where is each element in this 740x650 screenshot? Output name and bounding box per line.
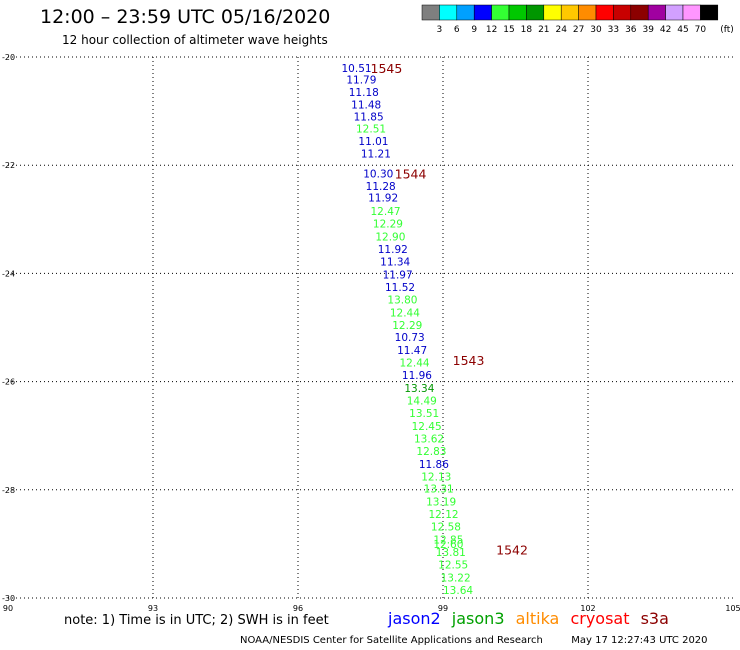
wave-height-point: 12.85 [433,535,463,547]
wave-height-point: 12.13 [421,471,451,483]
wave-height-point: 13.19 [426,497,456,509]
wave-height-point: 12.58 [431,522,461,534]
wave-height-point: 11.52 [385,282,415,294]
y-tick-label: -24 [2,269,15,278]
wave-height-point: 11.85 [354,112,384,124]
wave-height-point: 10.30 [363,168,393,180]
x-tick-label: 99 [438,604,448,612]
credit-line: NOAA/NESDIS Center for Satellite Applica… [240,635,708,646]
x-tick-label: 105 [725,604,740,612]
sat-cryosat: cryosat [570,609,630,628]
y-tick-label: -30 [2,594,15,603]
orbit-label: 1543 [453,353,485,368]
wave-height-point: 11.47 [397,345,427,357]
sat-jason3: jason3 [451,609,505,628]
legend-swatch [700,4,719,21]
wave-height-point: 12.51 [356,123,386,135]
legend-unit: (ft) [720,25,734,35]
wave-height-point: 14.49 [407,396,437,408]
legend-label: 18 [521,25,533,35]
credit-timestamp: May 17 12:27:43 UTC 2020 [571,635,708,646]
wave-height-point: 13.64 [443,585,473,597]
legend-label: 45 [677,25,688,35]
x-tick-label: 102 [580,604,595,612]
x-tick-label: 96 [293,604,303,612]
wave-height-point: 12.55 [438,559,468,571]
y-tick-label: -20 [2,53,15,62]
legend-label: 36 [625,25,637,35]
wave-height-point: 11.96 [402,370,432,382]
legend-label: 27 [573,25,584,35]
legend-label: 21 [538,25,549,35]
wave-height-point: 13.22 [441,572,471,584]
wave-height-point: 13.31 [424,484,454,496]
orbit-label: 1542 [496,542,528,557]
wave-height-point: 11.92 [368,193,398,205]
legend-label: 33 [608,25,619,35]
wave-height-point: 11.18 [349,87,379,99]
wave-height-point: 12.60 [433,539,463,551]
wave-height-point: 11.28 [366,181,396,193]
legend-label: 12 [486,25,497,35]
legend-label: 70 [695,25,707,35]
wave-height-point: 12.44 [400,358,430,370]
note-text: note: 1) Time is in UTC; 2) SWH is in fe… [64,613,329,628]
x-tick-label: 93 [148,604,158,612]
wave-height-point: 12.29 [392,320,422,332]
wave-height-point: 12.44 [390,307,420,319]
wave-height-point: 11.21 [361,148,391,160]
orbit-label: 1544 [395,166,427,181]
satellite-legend: jason2 jason3 altika cryosat s3a [388,609,675,628]
y-tick-label: -22 [2,161,15,170]
wave-height-point: 11.79 [346,75,376,87]
legend-label: 30 [590,25,602,35]
wave-height-point: 11.92 [378,244,408,256]
wave-height-point: 13.51 [409,408,439,420]
wave-height-point: 12.90 [375,232,405,244]
wave-height-point: 12.83 [416,446,446,458]
wave-height-point: 11.34 [380,256,410,268]
wave-height-point: 11.48 [351,100,381,112]
wave-height-point: 13.62 [414,433,444,445]
map-subtitle: 12 hour collection of altimeter wave hei… [62,33,328,47]
wave-height-point: 11.86 [419,459,449,471]
color-legend: 3 6 9 12 15 18 21 24 27 30 33 36 39 42 45 70 (ft) [421,4,734,35]
sat-s3a: s3a [640,609,669,628]
credit-org: NOAA/NESDIS Center for Satellite Applica… [240,635,543,646]
x-tick-label: 90 [3,604,13,612]
legend-label: 6 [454,25,460,35]
legend-label: 39 [642,25,654,35]
wave-height-point: 10.73 [395,332,425,344]
wave-height-point: 13.81 [436,547,466,559]
y-tick-label: -26 [2,378,15,387]
sat-altika: altika [515,609,560,628]
y-tick-label: -28 [2,486,15,495]
legend-label: 24 [555,25,567,35]
wave-height-point: 12.47 [371,206,401,218]
wave-height-point: 12.12 [429,509,459,521]
wave-height-point: 12.45 [412,421,442,433]
wave-height-point: 11.97 [383,269,413,281]
wave-height-point: 12.29 [373,219,403,231]
legend-label: 9 [471,25,477,35]
legend-label: 15 [503,25,514,35]
legend-label: 3 [437,25,443,35]
legend-label: 42 [660,25,671,35]
wave-height-map: 90 93 96 99 102 105-20-22-24-26-28-3010.5111.… [2,53,740,612]
wave-height-point: 11.01 [358,136,388,148]
wave-height-point: 10.51 [342,63,372,75]
map-title: 12:00 – 23:59 UTC 05/16/2020 [40,6,331,28]
orbit-label: 1545 [371,61,403,76]
wave-height-point: 13.34 [404,383,434,395]
wave-height-point: 13.80 [387,294,417,306]
sat-jason2: jason2 [388,609,441,628]
